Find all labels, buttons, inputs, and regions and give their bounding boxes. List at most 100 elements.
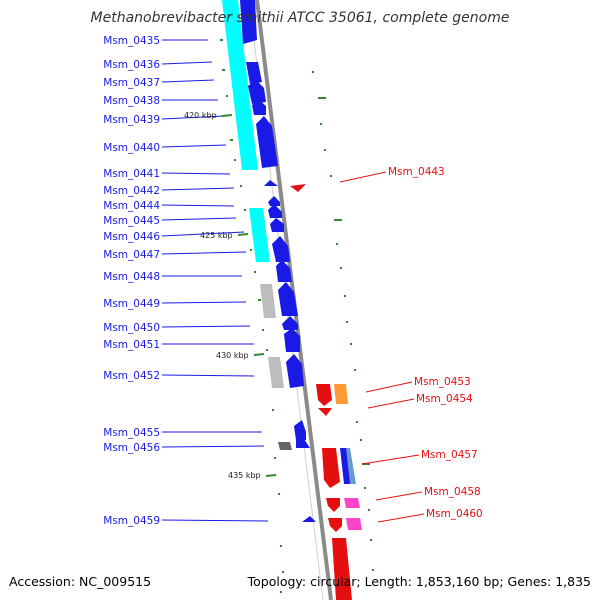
gene-msm-0443-arrow[interactable] bbox=[290, 184, 306, 192]
kbp-tick bbox=[221, 114, 233, 117]
gene-label-msm-0444[interactable]: Msm_0444 bbox=[103, 200, 160, 212]
gene-msm-0448-arrow[interactable] bbox=[276, 260, 292, 282]
leader-line bbox=[161, 217, 237, 221]
gene-label-msm-0435[interactable]: Msm_0435 bbox=[103, 35, 160, 47]
gene-label-msm-0457[interactable]: Msm_0457 bbox=[421, 449, 478, 461]
gene-msm-0437-arrow[interactable] bbox=[248, 80, 266, 104]
leader-line bbox=[365, 381, 413, 393]
gene-label-msm-0437[interactable]: Msm_0437 bbox=[103, 77, 160, 89]
gene-label-msm-0439[interactable]: Msm_0439 bbox=[103, 114, 160, 126]
leader-line bbox=[161, 519, 269, 522]
gene-msm-0449-arrow[interactable] bbox=[278, 282, 298, 316]
rna-feature[interactable] bbox=[249, 208, 270, 262]
gene-label-msm-0446[interactable]: Msm_0446 bbox=[103, 231, 160, 243]
left-label-group: Msm_0435 Msm_0436 Msm_0437 Msm_0438 Msm_0439… bbox=[103, 35, 269, 527]
gene-msm-0442-arrow[interactable] bbox=[268, 196, 280, 206]
leader-line bbox=[161, 79, 215, 83]
orange-feature[interactable] bbox=[334, 384, 348, 404]
accession-text: Accession: NC_009515 bbox=[9, 574, 151, 589]
pink-feature[interactable] bbox=[344, 498, 360, 508]
gene-msm-0456-arrow[interactable] bbox=[296, 436, 310, 448]
gene-msm-0457-arrow[interactable] bbox=[322, 448, 340, 488]
gene-msm-0455-arrow[interactable] bbox=[294, 420, 306, 440]
gene-label-msm-0458[interactable]: Msm_0458 bbox=[424, 486, 481, 498]
gene-label-msm-0445[interactable]: Msm_0445 bbox=[103, 215, 160, 227]
gene-msm-0444-arrow[interactable] bbox=[268, 204, 282, 218]
leader-line bbox=[339, 171, 387, 183]
kbp-markers: 420 kbp 425 kbp 430 kbp 435 kbp bbox=[184, 111, 277, 480]
gray-feature[interactable] bbox=[268, 357, 284, 388]
map-title: Methanobrevibacter smithii ATCC 35061, c… bbox=[91, 10, 510, 26]
kbp-marker-435: 435 kbp bbox=[228, 471, 261, 480]
leader-line bbox=[377, 513, 425, 523]
gene-label-msm-0460[interactable]: Msm_0460 bbox=[426, 508, 483, 520]
gene-label-msm-0443[interactable]: Msm_0443 bbox=[388, 166, 445, 178]
gene-label-msm-0447[interactable]: Msm_0447 bbox=[103, 249, 160, 261]
leader-line bbox=[161, 187, 235, 191]
gene-msm-0441-arrow[interactable] bbox=[264, 180, 278, 186]
gene-msm-0438-arrow[interactable] bbox=[252, 100, 266, 115]
feature-track-forward bbox=[222, 0, 316, 522]
gene-label-msm-0459[interactable]: Msm_0459 bbox=[103, 515, 160, 527]
gene-msm-0458-arrow[interactable] bbox=[326, 498, 340, 512]
leader-line bbox=[161, 204, 235, 207]
gene-msm-0435-arrow[interactable] bbox=[240, 0, 257, 44]
gene-label-msm-0440[interactable]: Msm_0440 bbox=[103, 142, 160, 154]
kbp-tick bbox=[265, 474, 277, 477]
summary-text: Topology: circular; Length: 1,853,160 bp… bbox=[247, 574, 591, 589]
feature-track-reverse bbox=[290, 184, 362, 600]
blue-reverse-feature[interactable] bbox=[340, 448, 350, 484]
gene-msm-0452-arrow[interactable] bbox=[286, 354, 304, 388]
kbp-tick bbox=[253, 353, 265, 356]
leader-line bbox=[161, 172, 231, 175]
gene-msm-0459-arrow[interactable] bbox=[302, 516, 316, 522]
leader-line bbox=[367, 398, 415, 409]
gene-label-msm-0436[interactable]: Msm_0436 bbox=[103, 59, 160, 71]
gene-red-lower[interactable] bbox=[332, 538, 352, 600]
leader-line bbox=[161, 251, 247, 255]
leader-line bbox=[161, 231, 245, 237]
gene-msm-0436-arrow[interactable] bbox=[246, 62, 262, 84]
gene-label-msm-0449[interactable]: Msm_0449 bbox=[103, 298, 160, 310]
gene-label-msm-0450[interactable]: Msm_0450 bbox=[103, 322, 160, 334]
gene-label-msm-0448[interactable]: Msm_0448 bbox=[103, 271, 160, 283]
kbp-marker-420: 420 kbp bbox=[184, 111, 217, 120]
gene-msm-0460-arrow[interactable] bbox=[328, 518, 342, 532]
rna-feature[interactable] bbox=[222, 0, 258, 170]
gene-msm-0451-arrow[interactable] bbox=[284, 328, 300, 352]
leader-line bbox=[361, 454, 420, 465]
right-label-group: Msm_0443 Msm_0453 Msm_0454 Msm_0457 Msm_0458… bbox=[339, 166, 483, 523]
gene-msm-0439-arrow[interactable] bbox=[256, 116, 278, 168]
gene-label-msm-0454[interactable]: Msm_0454 bbox=[416, 393, 473, 405]
gene-msm-0454-arrow[interactable] bbox=[318, 408, 332, 416]
leader-line bbox=[161, 445, 265, 448]
gene-label-msm-0452[interactable]: Msm_0452 bbox=[103, 370, 160, 382]
gene-label-msm-0441[interactable]: Msm_0441 bbox=[103, 168, 160, 180]
gene-msm-0447-arrow[interactable] bbox=[272, 236, 290, 262]
gene-msm-0445-arrow[interactable] bbox=[270, 218, 284, 232]
gene-msm-0453-arrow[interactable] bbox=[316, 384, 332, 406]
gray-feature[interactable] bbox=[260, 284, 276, 318]
gene-label-msm-0456[interactable]: Msm_0456 bbox=[103, 442, 160, 454]
leader-line bbox=[161, 115, 225, 120]
gene-msm-0450-arrow[interactable] bbox=[282, 316, 298, 330]
kbp-tick bbox=[237, 233, 249, 236]
gene-label-msm-0451[interactable]: Msm_0451 bbox=[103, 339, 160, 351]
gene-label-msm-0455[interactable]: Msm_0455 bbox=[103, 427, 160, 439]
pink-feature[interactable] bbox=[346, 518, 362, 530]
gene-label-msm-0453[interactable]: Msm_0453 bbox=[414, 376, 471, 388]
gc-skew-marks bbox=[220, 39, 374, 593]
dark-gray-feature[interactable] bbox=[278, 442, 292, 450]
leader-line bbox=[161, 374, 255, 377]
leader-line bbox=[161, 144, 227, 148]
gene-label-msm-0442[interactable]: Msm_0442 bbox=[103, 185, 160, 197]
leader-line bbox=[375, 491, 423, 501]
leader-line bbox=[161, 301, 247, 304]
gene-label-msm-0438[interactable]: Msm_0438 bbox=[103, 95, 160, 107]
kbp-marker-430: 430 kbp bbox=[216, 351, 249, 360]
leader-line bbox=[161, 61, 213, 65]
leader-line bbox=[161, 325, 251, 328]
kbp-marker-425: 425 kbp bbox=[200, 231, 233, 240]
